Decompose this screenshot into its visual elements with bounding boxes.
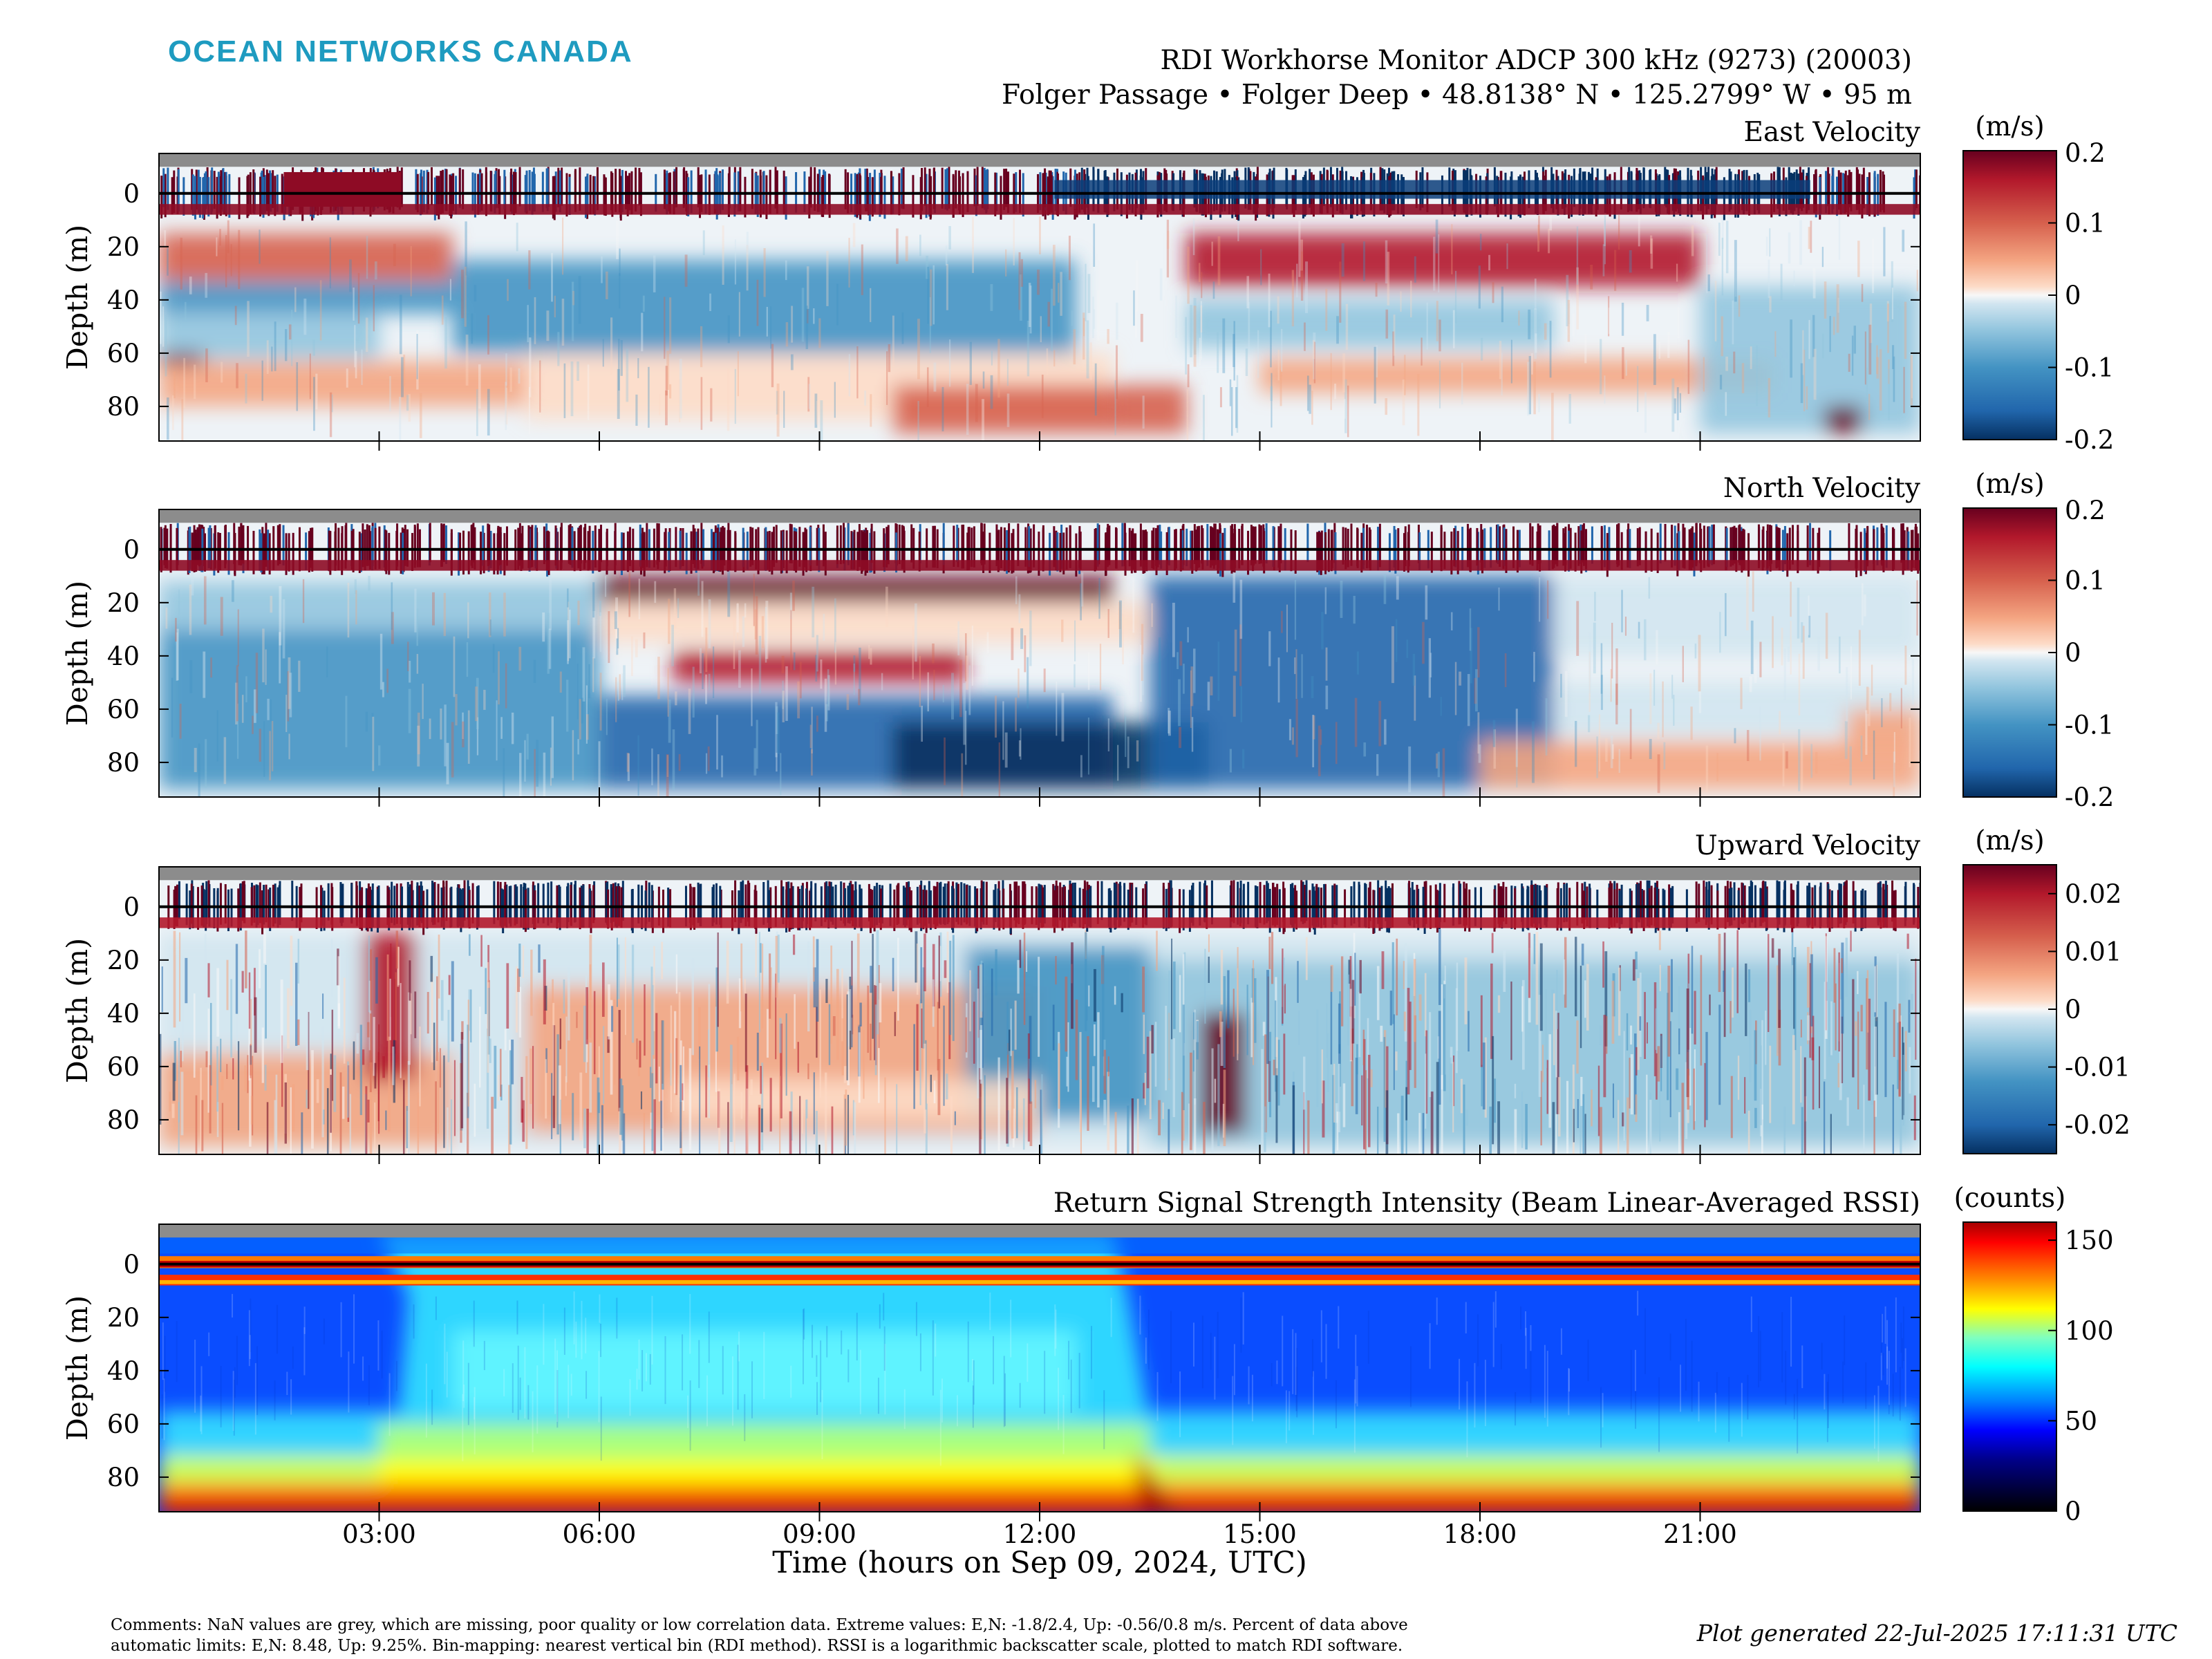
colorbar-tick-label: 0.01: [2065, 937, 2121, 966]
heatmap-field: [159, 1224, 1920, 1512]
colorbar-unit: (m/s): [1975, 469, 2045, 500]
colorbar-tick-label: 150: [2065, 1226, 2114, 1255]
colorbar-tick-label: -0.01: [2065, 1053, 2130, 1082]
y-tick-label: 20: [107, 588, 140, 618]
colorbar-tick-label: -0.2: [2065, 782, 2114, 812]
colorbar-tick-label: 0.2: [2065, 138, 2106, 168]
x-tick-label: 03:00: [342, 1519, 416, 1549]
panel-title: Return Signal Strength Intensity (Beam L…: [1053, 1188, 1920, 1219]
panel-title: North Velocity: [1723, 473, 1920, 504]
y-tick-label: 0: [123, 179, 140, 209]
y-tick-label: 0: [123, 892, 140, 922]
colorbar: (m/s) 0.2 0.1 0 -0.1 -0.2: [1962, 469, 2114, 812]
figure-subtitle: Folger Passage • Folger Deep • 48.8138° …: [1002, 79, 1912, 111]
colorbar-gradient: [1962, 1221, 2057, 1512]
colorbar-tick-label: 0: [2065, 281, 2081, 310]
panel-1: 0 20 40 60 80 Depth (m) East Velocity (m/s) 0.2 0…: [61, 111, 2114, 455]
heatmap-field: [159, 509, 1920, 797]
y-tick-label: 80: [107, 1105, 140, 1135]
y-tick-label: 20: [107, 232, 140, 262]
colorbar-tick-label: -0.2: [2065, 425, 2114, 455]
y-tick-label: 40: [107, 1356, 140, 1386]
y-axis-label: Depth (m): [61, 581, 94, 726]
colorbar-gradient: [1962, 864, 2057, 1154]
colorbar-unit: (m/s): [1975, 111, 2045, 142]
figure-title: RDI Workhorse Monitor ADCP 300 kHz (9273…: [1161, 45, 1912, 76]
y-tick-label: 60: [107, 1052, 140, 1082]
y-tick-label: 0: [123, 1250, 140, 1280]
y-tick-label: 20: [107, 946, 140, 975]
y-axis-label: Depth (m): [61, 225, 94, 370]
x-tick-label: 18:00: [1443, 1519, 1517, 1549]
colorbar-tick-label: 0.2: [2065, 496, 2106, 525]
y-tick-label: 40: [107, 641, 140, 671]
colorbar: (m/s) 0.02 0.01 0 -0.01 -0.02: [1962, 825, 2130, 1154]
y-tick-label: 0: [123, 535, 140, 565]
y-tick-label: 80: [107, 1463, 140, 1492]
colorbar-tick-label: 100: [2065, 1316, 2114, 1346]
footer-generated: Plot generated 22-Jul-2025 17:11:31 UTC: [1696, 1620, 2177, 1647]
y-axis-label: Depth (m): [61, 938, 94, 1083]
y-tick-label: 40: [107, 285, 140, 315]
y-tick-label: 60: [107, 339, 140, 368]
colorbar-tick-label: 0: [2065, 1497, 2081, 1526]
footer-comments-line2: automatic limits: E,N: 8.48, Up: 9.25%. …: [111, 1637, 1403, 1655]
x-axis-tick-labels: 03:00 06:00 09:00 12:00 15:00 18:00 21:00: [342, 1519, 1737, 1549]
panel-4: 0 20 40 60 80 Depth (m) Return Signal Strength…: [61, 1183, 2114, 1526]
colorbar-gradient: [1962, 507, 2057, 798]
colorbar-tick-label: -0.1: [2065, 711, 2114, 740]
colorbar: (m/s) 0.2 0.1 0 -0.1 -0.2: [1962, 111, 2114, 455]
panel-2: 0 20 40 60 80 Depth (m) North Velocity (m/s) 0.2…: [61, 469, 2114, 812]
y-axis-label: Depth (m): [61, 1295, 94, 1441]
x-tick-label: 21:00: [1663, 1519, 1737, 1549]
nan-region: [159, 153, 1920, 167]
nan-region: [159, 1224, 1920, 1238]
colorbar-gradient: [1962, 150, 2057, 440]
panel-title: East Velocity: [1744, 117, 1920, 148]
colorbar-unit: (counts): [1954, 1183, 2066, 1214]
x-tick-label: 09:00: [782, 1519, 856, 1549]
nan-region: [159, 509, 1920, 523]
colorbar-tick-label: 0: [2065, 638, 2081, 668]
x-tick-label: 15:00: [1223, 1519, 1297, 1549]
colorbar-tick-label: 0.1: [2065, 566, 2106, 596]
panel-3: 0 20 40 60 80 Depth (m) Upward Velocity (m/s) 0.…: [61, 825, 2130, 1164]
footer-comments-line1: Comments: NaN values are grey, which are…: [111, 1616, 1408, 1634]
x-tick-label: 12:00: [1003, 1519, 1077, 1549]
y-tick-label: 60: [107, 695, 140, 724]
colorbar-unit: (m/s): [1975, 825, 2045, 856]
colorbar-tick-label: 0: [2065, 995, 2081, 1024]
y-tick-label: 20: [107, 1303, 140, 1333]
colorbar-tick-label: -0.1: [2065, 353, 2114, 383]
colorbar-tick-label: 0.02: [2065, 879, 2121, 909]
y-tick-label: 40: [107, 999, 140, 1029]
colorbar-tick-label: -0.02: [2065, 1110, 2130, 1140]
y-tick-label: 60: [107, 1409, 140, 1439]
y-tick-label: 80: [107, 392, 140, 422]
x-tick-label: 06:00: [563, 1519, 637, 1549]
x-axis-label: Time (hours on Sep 09, 2024, UTC): [772, 1546, 1306, 1580]
panel-title: Upward Velocity: [1695, 830, 1920, 861]
y-tick-label: 80: [107, 748, 140, 778]
heatmap-field: [159, 867, 1920, 1154]
heatmap-field: [159, 153, 1920, 441]
colorbar-tick-label: 0.1: [2065, 209, 2106, 238]
colorbar: (counts) 150 100 50 0: [1954, 1183, 2114, 1526]
nan-region: [159, 867, 1920, 881]
colorbar-tick-label: 50: [2065, 1406, 2097, 1436]
brand-logo: OCEAN NETWORKS CANADA: [168, 35, 633, 68]
